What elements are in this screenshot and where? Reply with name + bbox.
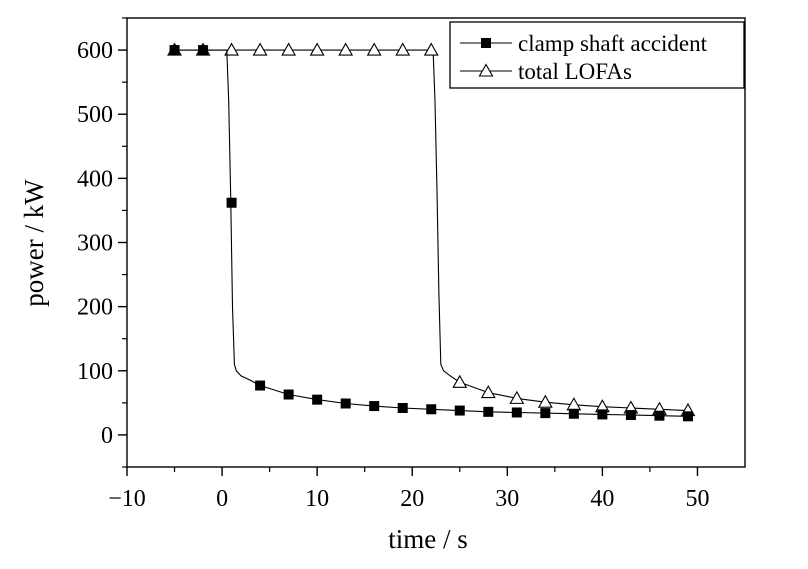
y-axis-title: power / kW [19,179,49,307]
y-tick-label: 300 [77,231,113,257]
legend-label: clamp shaft accident [518,31,708,56]
data-point [480,384,496,399]
data-point [682,411,693,422]
data-point [511,407,522,418]
series-1 [167,42,696,417]
x-tick-label: 10 [305,486,329,512]
data-point [483,406,494,417]
data-point [338,42,354,56]
data-point [226,197,237,208]
data-point [252,42,268,56]
data-point [509,390,525,404]
data-point [281,42,297,56]
y-tick-label: 200 [77,295,113,321]
series-line [174,49,689,412]
x-tick-label: −10 [108,486,146,512]
data-point [395,42,411,56]
legend-marker [478,63,494,77]
x-tick-label: 50 [685,486,709,512]
data-point [625,410,636,421]
data-point [169,45,180,56]
x-tick-label: 0 [216,486,228,512]
data-point [255,380,266,391]
y-tick-label: 100 [77,359,113,385]
data-point [454,405,465,416]
x-axis-title: time / s [388,524,468,554]
legend-marker [481,38,491,48]
data-point [312,394,323,405]
y-tick-label: 600 [77,38,113,64]
data-point [452,374,468,388]
data-point [426,404,437,415]
data-point [366,42,382,56]
y-tick-label: 0 [101,423,113,449]
x-tick-label: 30 [495,486,519,512]
legend-label: total LOFAs [518,59,632,84]
x-tick-label: 20 [400,486,424,512]
data-point [340,398,351,409]
data-point [283,389,294,400]
data-point [597,409,608,420]
legend: clamp shaft accident total LOFAs [449,21,745,89]
data-point [224,42,240,56]
series-layer [167,42,696,422]
x-tick-label: 40 [590,486,614,512]
data-point [397,402,408,413]
series-line [174,49,689,417]
series-0 [169,45,693,422]
data-point [369,401,380,412]
data-point [540,408,551,419]
data-point [198,45,209,56]
data-point [654,410,665,421]
y-tick-label: 400 [77,166,113,192]
legend-box [449,21,745,89]
data-point [568,408,579,419]
y-tick-label: 500 [77,102,113,128]
data-point [423,42,439,56]
data-point [309,42,325,56]
data-point [537,394,553,408]
